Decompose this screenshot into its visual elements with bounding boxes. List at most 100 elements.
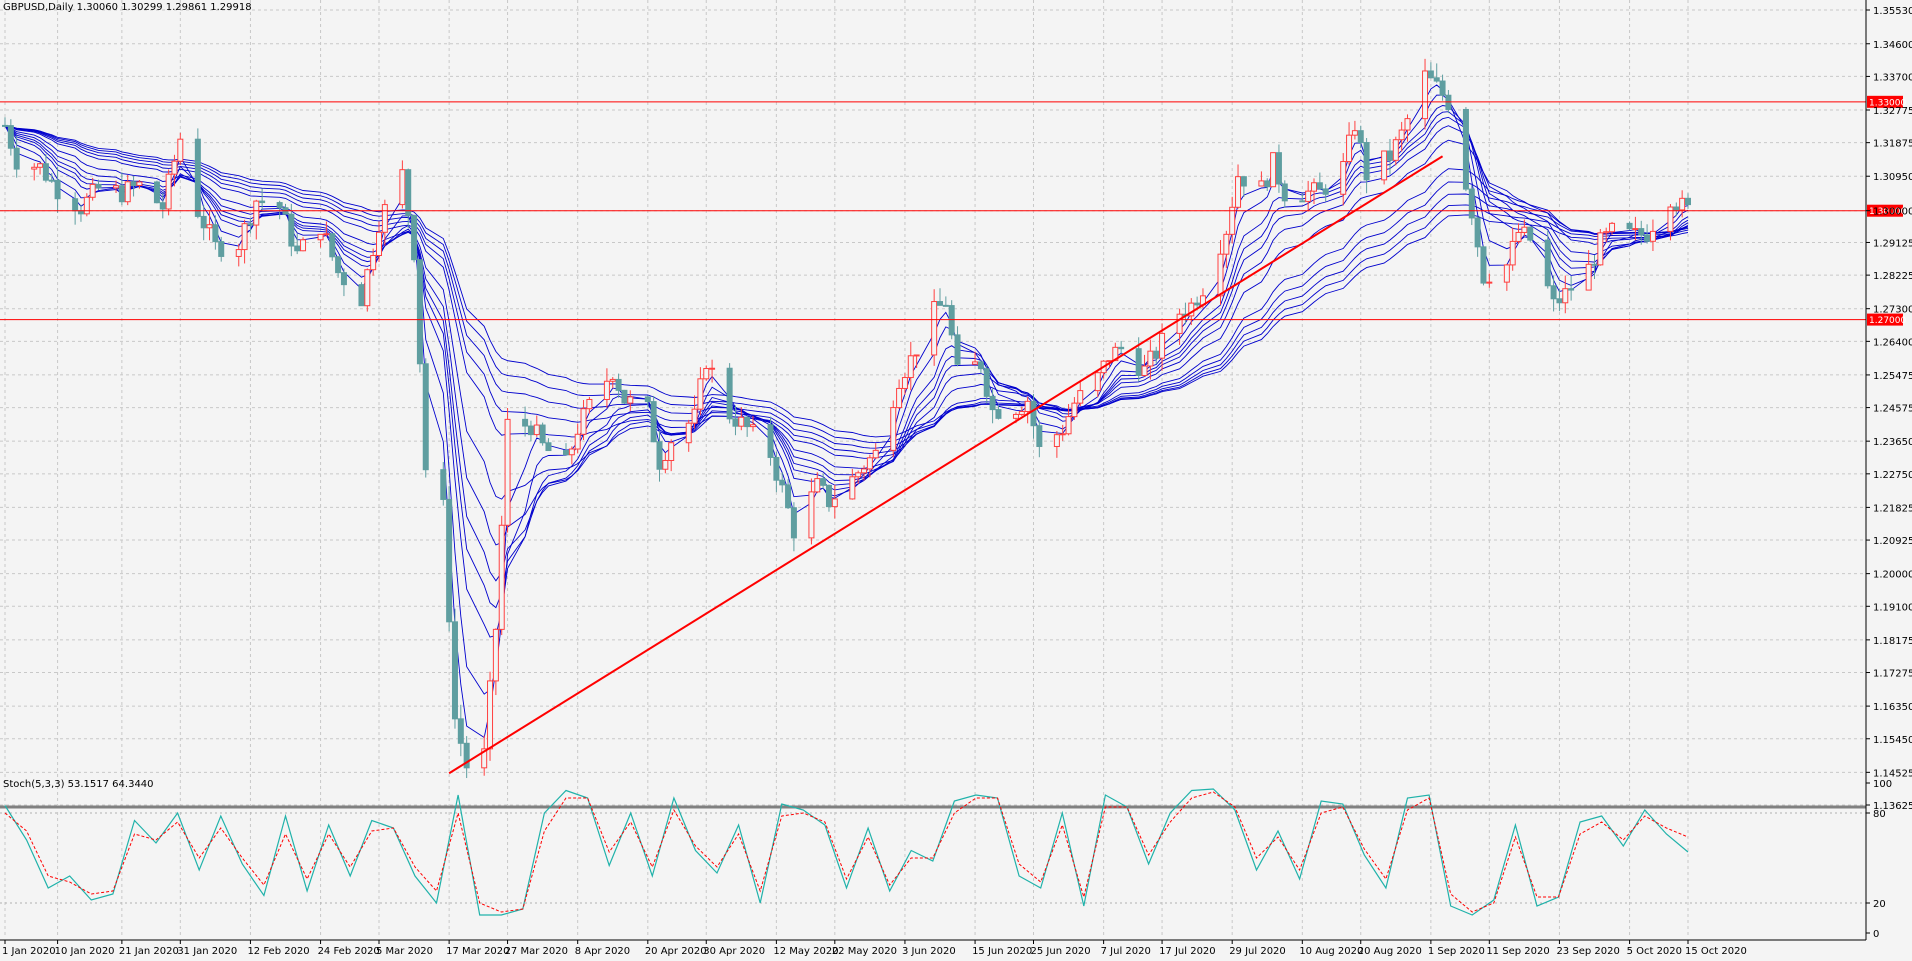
bear-candle xyxy=(1685,197,1691,206)
bear-candle xyxy=(1036,425,1043,447)
bear-candle xyxy=(463,742,470,769)
bull-candle xyxy=(1059,433,1066,436)
bull-candle xyxy=(861,468,868,474)
date-tick-label: 11 Sep 2020 xyxy=(1486,946,1549,957)
bull-candle xyxy=(1258,180,1265,187)
bear-candle xyxy=(340,272,347,286)
ema-line-40 xyxy=(4,125,1689,449)
date-tick-label: 21 Jan 2020 xyxy=(119,946,179,957)
trendline[interactable] xyxy=(448,155,1444,775)
bear-candle xyxy=(335,256,342,274)
level-price-label: 1.27000 xyxy=(1869,316,1906,326)
level-price-box xyxy=(1867,313,1903,326)
bull-candle xyxy=(1404,118,1411,131)
price-tick-label: 1.17275 xyxy=(1873,669,1912,680)
bear-candle xyxy=(130,181,137,186)
price-tick-label: 1.25475 xyxy=(1873,371,1912,382)
bear-candle xyxy=(416,259,423,365)
stoch-tick-label: 80 xyxy=(1873,809,1886,820)
bull-candle xyxy=(1311,182,1317,192)
bear-candle xyxy=(1357,130,1364,144)
bear-candle xyxy=(1433,77,1440,82)
bull-candle xyxy=(1223,233,1230,255)
bull-candle xyxy=(866,457,873,470)
bull-candle xyxy=(1521,226,1528,233)
bull-candle xyxy=(872,449,879,459)
bull-candle xyxy=(241,223,248,251)
bull-candle xyxy=(1346,134,1353,163)
price-tick-label: 1.14525 xyxy=(1873,768,1912,779)
bull-candle xyxy=(580,408,587,435)
bear-candle xyxy=(200,215,207,229)
bull-candle xyxy=(1503,264,1510,283)
bull-candle xyxy=(1340,161,1347,195)
bear-candle xyxy=(288,213,295,247)
bull-candle xyxy=(89,183,96,198)
bear-candle xyxy=(1275,152,1282,185)
bear-candle xyxy=(247,223,254,226)
bull-candle xyxy=(738,416,745,427)
bear-candle xyxy=(942,304,949,307)
stoch-tick-label: 100 xyxy=(1873,779,1892,790)
bear-candle xyxy=(1264,180,1271,188)
bull-candle xyxy=(1609,222,1616,233)
bull-candle xyxy=(931,301,938,356)
bull-candle xyxy=(662,459,669,470)
ema-line-45 xyxy=(4,125,1689,444)
date-tick-label: 17 Jul 2020 xyxy=(1159,946,1216,957)
bear-candle xyxy=(1673,206,1680,211)
bull-candle xyxy=(1679,197,1686,211)
bear-candle xyxy=(42,163,49,181)
bull-candle xyxy=(504,418,511,526)
price-tick-label: 1.35530 xyxy=(1873,6,1912,17)
bear-candle xyxy=(95,183,102,189)
bull-candle xyxy=(603,380,610,400)
price-tick-label: 1.21825 xyxy=(1873,503,1912,514)
bull-candle xyxy=(381,204,388,233)
price-tick-label: 1.31875 xyxy=(1873,139,1912,150)
main-price-panel[interactable]: 1.33000 1.30000 1.27000 xyxy=(0,58,1906,779)
price-tick-label: 1.32775 xyxy=(1873,106,1912,117)
bear-candle xyxy=(650,401,657,443)
price-tick-label: 1.33700 xyxy=(1873,72,1912,83)
bull-candle xyxy=(364,269,371,307)
bear-candle xyxy=(1439,80,1446,96)
bull-candle xyxy=(1667,206,1674,232)
bull-candle xyxy=(1585,263,1592,291)
bear-candle xyxy=(48,179,55,182)
date-tick-label: 30 Apr 2020 xyxy=(703,946,765,957)
horizontal-levels[interactable]: 1.33000 1.30000 1.27000 xyxy=(0,95,1906,326)
bear-candle xyxy=(77,210,84,215)
price-axis: 1.35530 1.34600 1.33700 1.32775 1.31875 1.309… xyxy=(1866,6,1912,812)
date-tick-label: 20 Apr 2020 xyxy=(645,946,707,957)
price-tick-label: 1.15450 xyxy=(1873,735,1912,746)
ema-line-50 xyxy=(4,125,1689,438)
bull-candle xyxy=(1053,434,1060,447)
bear-candle xyxy=(1550,285,1557,300)
bull-candle xyxy=(171,160,178,175)
trendline-segment[interactable] xyxy=(448,155,1444,775)
bear-candle xyxy=(1363,142,1370,181)
stochastic-panel[interactable] xyxy=(0,788,1866,916)
bear-candle xyxy=(1474,217,1481,248)
bear-candle xyxy=(954,334,961,365)
bull-candle xyxy=(691,408,698,424)
bull-candle xyxy=(165,173,172,210)
bear-candle xyxy=(744,416,751,428)
stoch-axis: 100 80 20 0 xyxy=(1866,779,1892,940)
price-tick-label: 1.30950 xyxy=(1873,172,1912,183)
bear-candle xyxy=(983,368,990,397)
bull-candle xyxy=(814,478,821,493)
bull-candle xyxy=(1486,281,1493,284)
bull-candle xyxy=(568,448,575,456)
bull-candle xyxy=(849,476,856,500)
bull-candle xyxy=(1351,130,1358,136)
date-tick-label: 1 Sep 2020 xyxy=(1428,946,1485,957)
bull-candle xyxy=(1649,230,1656,242)
bear-candle xyxy=(411,215,418,261)
bull-candle xyxy=(1509,240,1516,266)
bull-candle xyxy=(376,231,382,257)
bear-candle xyxy=(405,169,412,217)
